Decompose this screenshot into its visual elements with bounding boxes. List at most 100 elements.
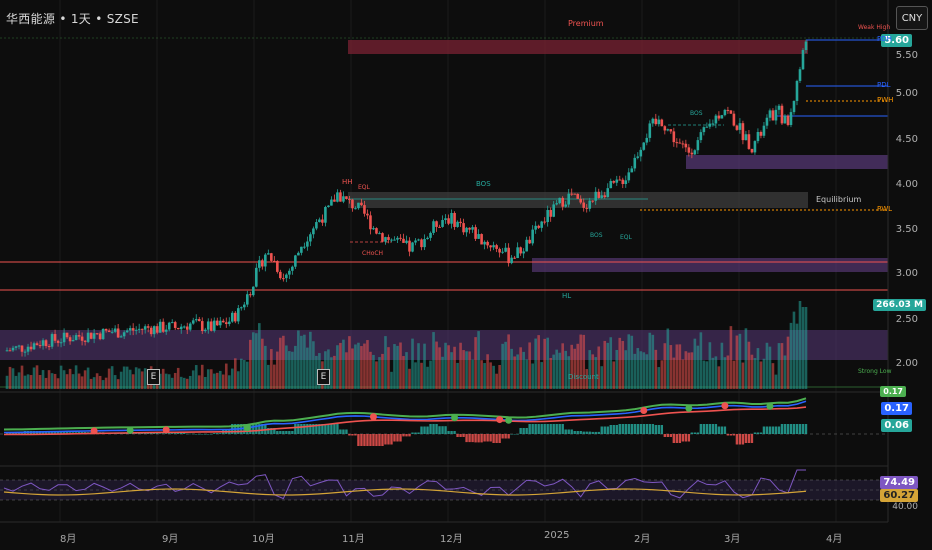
histogram-bar [657,425,661,434]
title-separator-2: • [95,12,107,26]
volume-bar [276,351,279,389]
volume-bar [179,376,183,389]
price-label-300: 3.00 [895,268,918,279]
histogram-bar [258,424,261,434]
candle-body [735,125,739,130]
volume-bar [630,335,634,389]
earnings-marker-1[interactable]: E [147,369,160,385]
candle-body [369,215,372,230]
volume-bar [161,368,165,389]
candle-body [17,345,21,347]
candle-body [681,143,685,145]
histogram-bar [171,433,174,434]
volume-bar [570,344,574,389]
volume-bar [534,338,537,389]
histogram-bar [666,434,670,437]
candle-body [71,340,75,342]
histogram-bar [615,425,618,434]
histogram-bar [561,424,564,434]
volume-bar [702,360,706,389]
volume-bar [762,358,766,389]
volume-bar [450,352,453,389]
candle-body [450,212,453,224]
candle-body [744,134,748,141]
candle-body [104,328,108,331]
histogram-bar [693,432,697,434]
rsi-badge: 74.49 [880,476,918,489]
volume-bar [675,344,679,389]
volume-bar [203,376,207,389]
candle-body [264,254,267,267]
histogram-bar [261,424,264,434]
histogram-bar [180,432,183,434]
volume-bar [309,331,312,389]
candle-body [438,226,441,228]
earnings-marker-2[interactable]: E [317,369,330,385]
symbol-title[interactable]: 华西能源 • 1天 • SZSE [6,10,139,27]
candle-body [585,207,589,209]
histogram-bar [618,424,621,434]
histogram-bar [633,424,636,434]
currency-button[interactable]: CNY [896,6,928,30]
candle-body [149,327,153,335]
volume-bar [468,351,471,389]
histogram-bar [684,434,688,442]
candle-body [315,222,318,229]
candle-body [113,328,117,332]
candle-body [411,242,414,252]
histogram-bar [534,424,537,434]
candle-body [396,237,399,240]
histogram-bar [174,433,177,434]
volume-bar [789,322,793,389]
volume-bar [588,350,592,389]
volume-bar [735,335,739,389]
candle-body [318,219,321,223]
volume-bar [221,374,225,389]
candle-body [576,193,580,199]
volume-bar [594,357,598,389]
volume-bar [35,365,39,389]
candle-body [276,260,279,272]
volume-bar [456,362,459,389]
volume-bar [89,378,93,389]
candle-body [672,131,676,143]
rsi-ma-line [3,488,807,496]
volume-bar [50,373,54,389]
volume-bar [423,343,426,389]
candle-body [95,333,99,335]
histogram-bar [339,429,342,434]
candle-body [714,115,718,124]
candle-body [717,115,721,119]
volume-bar [53,373,57,389]
histogram-bar [588,431,591,434]
volume-bar [681,359,685,389]
osc-badge-low: 0.06 [881,419,912,432]
histogram-bar [627,424,630,434]
pdl-label: PDL [877,81,891,89]
candle-body [483,241,486,245]
histogram-bar [351,434,354,436]
cross-dots [90,402,774,435]
histogram-bar [420,426,423,434]
volume-bar [657,367,661,389]
histogram-bar [357,434,360,446]
rsi-ma-badge: 60.27 [880,489,918,502]
histogram-bar [621,424,624,434]
histogram-bar [453,431,456,434]
candle-body [474,227,477,239]
volume-bar [110,366,114,389]
candle-body [74,335,78,341]
candle-body [414,240,417,243]
volume-bar [14,375,18,389]
histogram-bar [591,431,594,434]
histogram-bar [777,426,781,434]
histogram-bar [612,425,615,434]
histogram-bar [768,426,772,434]
candle-body [32,343,36,350]
volume-bar [246,361,249,389]
candle-body [645,137,649,143]
candle-body [564,204,568,207]
histogram-bar [492,434,495,443]
candle-body [258,260,261,268]
